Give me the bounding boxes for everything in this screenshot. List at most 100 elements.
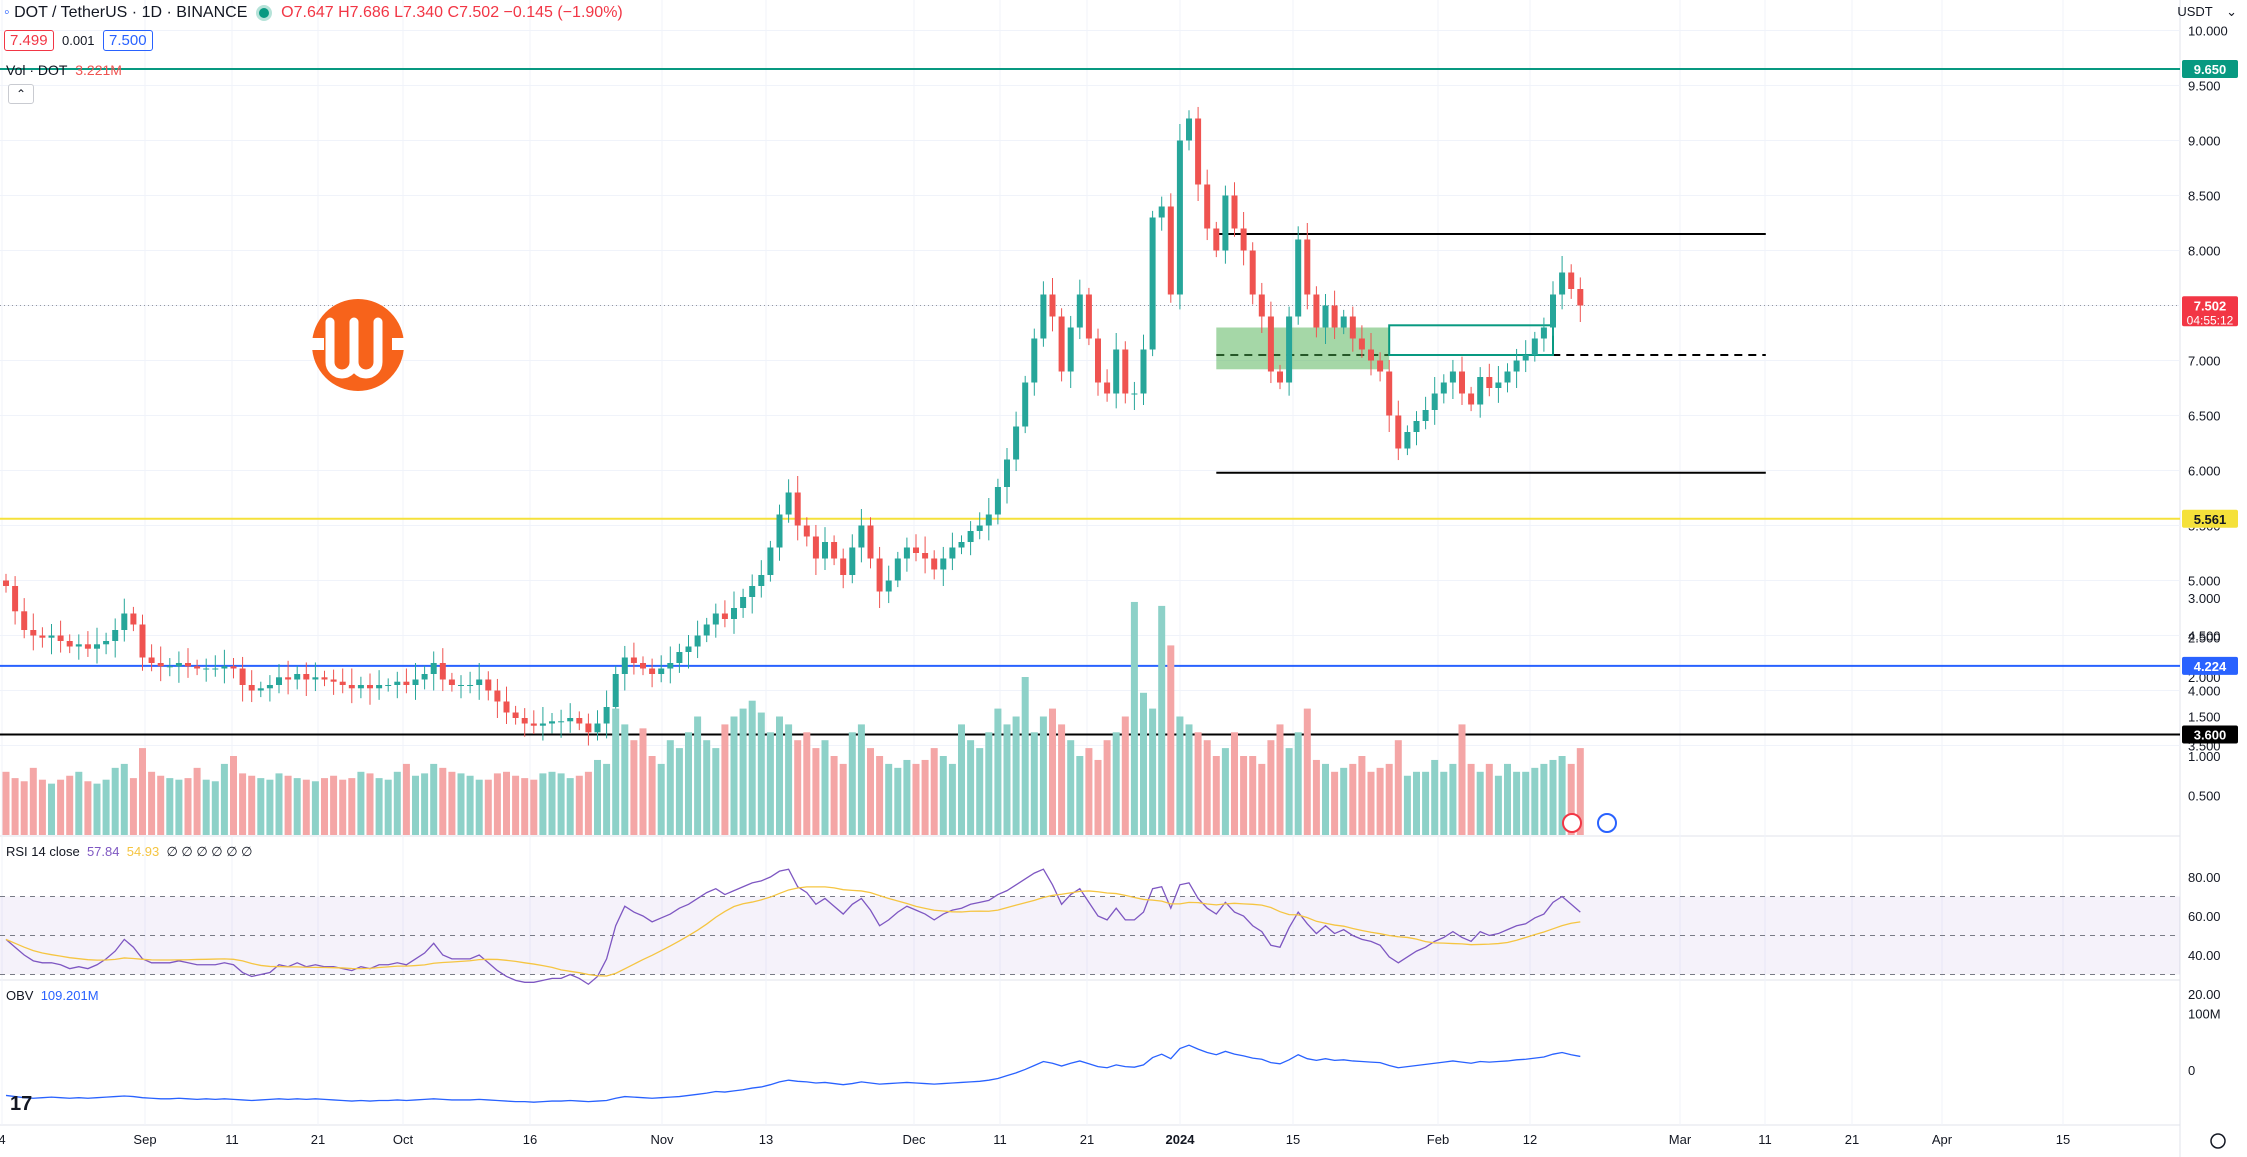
- time-axis-tick: 21: [1845, 1132, 1859, 1147]
- volume-bar: [1531, 767, 1539, 835]
- obv-value: 109.201M: [40, 988, 99, 1003]
- volume-legend: Vol · DOT 3.221M: [6, 62, 122, 78]
- price-axis-tick: 6.000: [2188, 464, 2221, 479]
- candle-body: [1404, 432, 1411, 449]
- candle-body: [731, 608, 737, 619]
- candle-body: [1468, 393, 1475, 405]
- volume-bar: [157, 775, 165, 835]
- rsi-value: 57.84: [86, 844, 120, 859]
- volume-bar: [694, 716, 702, 835]
- coin-logo-mark: [325, 317, 383, 379]
- volume-bar: [639, 728, 647, 835]
- candle-body: [1286, 316, 1293, 383]
- candle-body: [985, 514, 992, 526]
- volume-bar: [230, 756, 237, 835]
- candle-body: [1449, 371, 1456, 383]
- volume-bar: [803, 732, 811, 835]
- candle-body: [913, 547, 919, 553]
- candle-body: [603, 707, 610, 724]
- candle-body: [1095, 338, 1101, 383]
- candle-body: [539, 723, 546, 726]
- volume-bar: [703, 740, 711, 835]
- volume-bar: [1440, 771, 1448, 835]
- volume-bar: [1203, 740, 1211, 835]
- volume-bar: [1140, 692, 1147, 835]
- candle-body: [1158, 206, 1165, 218]
- candle-body: [439, 663, 446, 680]
- volume-bar: [175, 779, 183, 835]
- volume-bar: [539, 773, 547, 835]
- candle-body: [1486, 377, 1493, 388]
- candle-body: [1395, 415, 1402, 449]
- volume-bar: [948, 763, 956, 835]
- volume-bar: [1331, 771, 1339, 835]
- time-axis-tick: 2024: [1166, 1132, 1196, 1147]
- volume-bar: [812, 748, 820, 835]
- volume-bar: [830, 756, 838, 835]
- price-axis-tick: 9.500: [2188, 79, 2221, 94]
- rsi-label[interactable]: RSI 14 close: [6, 844, 80, 859]
- price-axis-badge-text: 3.600: [2194, 728, 2227, 743]
- candle-body: [1358, 338, 1365, 350]
- price-axis-badge-text: 4.224: [2194, 659, 2227, 674]
- volume-bar: [1094, 759, 1102, 835]
- obv-label[interactable]: OBV: [6, 988, 34, 1003]
- volume-bar: [375, 778, 383, 835]
- time-axis-tick: Feb: [1427, 1132, 1449, 1147]
- price-axis-tick: 6.500: [2188, 409, 2221, 424]
- volume-bar: [1276, 724, 1284, 835]
- volume-bar: [594, 759, 601, 835]
- volume-bar: [1576, 748, 1584, 835]
- volume-bar: [1149, 708, 1157, 835]
- candle-body: [485, 679, 492, 691]
- volume-bar: [2, 771, 10, 835]
- volume-bar: [293, 778, 301, 835]
- volume-bar: [794, 740, 802, 835]
- volume-bar: [1249, 756, 1257, 835]
- volume-bar: [921, 759, 929, 835]
- volume-bar: [139, 748, 146, 835]
- volume-bar: [657, 763, 665, 835]
- candle-body: [221, 666, 228, 669]
- symbol-title[interactable]: DOT / TetherUS · 1D · BINANCE: [14, 4, 248, 21]
- candle-body: [330, 679, 337, 682]
- volume-bar: [785, 724, 793, 835]
- volume-bar: [1049, 708, 1056, 835]
- candle-body: [931, 558, 938, 570]
- candle-body: [285, 677, 292, 680]
- volume-bar: [402, 763, 410, 835]
- candle-body: [740, 597, 747, 608]
- chevron-up-icon[interactable]: ⌃: [8, 84, 34, 104]
- time-axis-tick: Nov: [650, 1132, 674, 1147]
- candle-body: [403, 681, 410, 685]
- candle-body: [1167, 206, 1174, 295]
- flash-event-icon: [1562, 813, 1582, 833]
- candle-body: [1240, 228, 1247, 251]
- volume-bar: [302, 779, 310, 835]
- volume-bar: [421, 773, 429, 835]
- volume-bar: [38, 779, 46, 835]
- candle-body: [594, 723, 601, 733]
- candle-body: [321, 677, 328, 680]
- bid-button[interactable]: 7.499: [4, 30, 54, 51]
- candle-body: [976, 525, 983, 531]
- candle-body: [1440, 382, 1447, 394]
- candle-body: [1113, 349, 1120, 394]
- volume-bar: [166, 778, 174, 835]
- volume-bar: [1403, 775, 1411, 835]
- candle-body: [312, 677, 319, 680]
- price-axis-badge: [2182, 296, 2238, 327]
- candle-body: [166, 666, 173, 668]
- candle-body: [348, 685, 355, 689]
- ask-button[interactable]: 7.500: [103, 30, 153, 51]
- currency-selector[interactable]: USDT ⌄: [2177, 4, 2237, 20]
- volume-bar: [1549, 759, 1557, 835]
- candle-body: [376, 685, 383, 689]
- volume-bar: [1367, 771, 1375, 835]
- candle-body: [84, 644, 91, 649]
- candle-body: [3, 580, 9, 586]
- candle-body: [276, 677, 282, 685]
- candle-body: [112, 630, 119, 641]
- volume-bar: [903, 759, 911, 835]
